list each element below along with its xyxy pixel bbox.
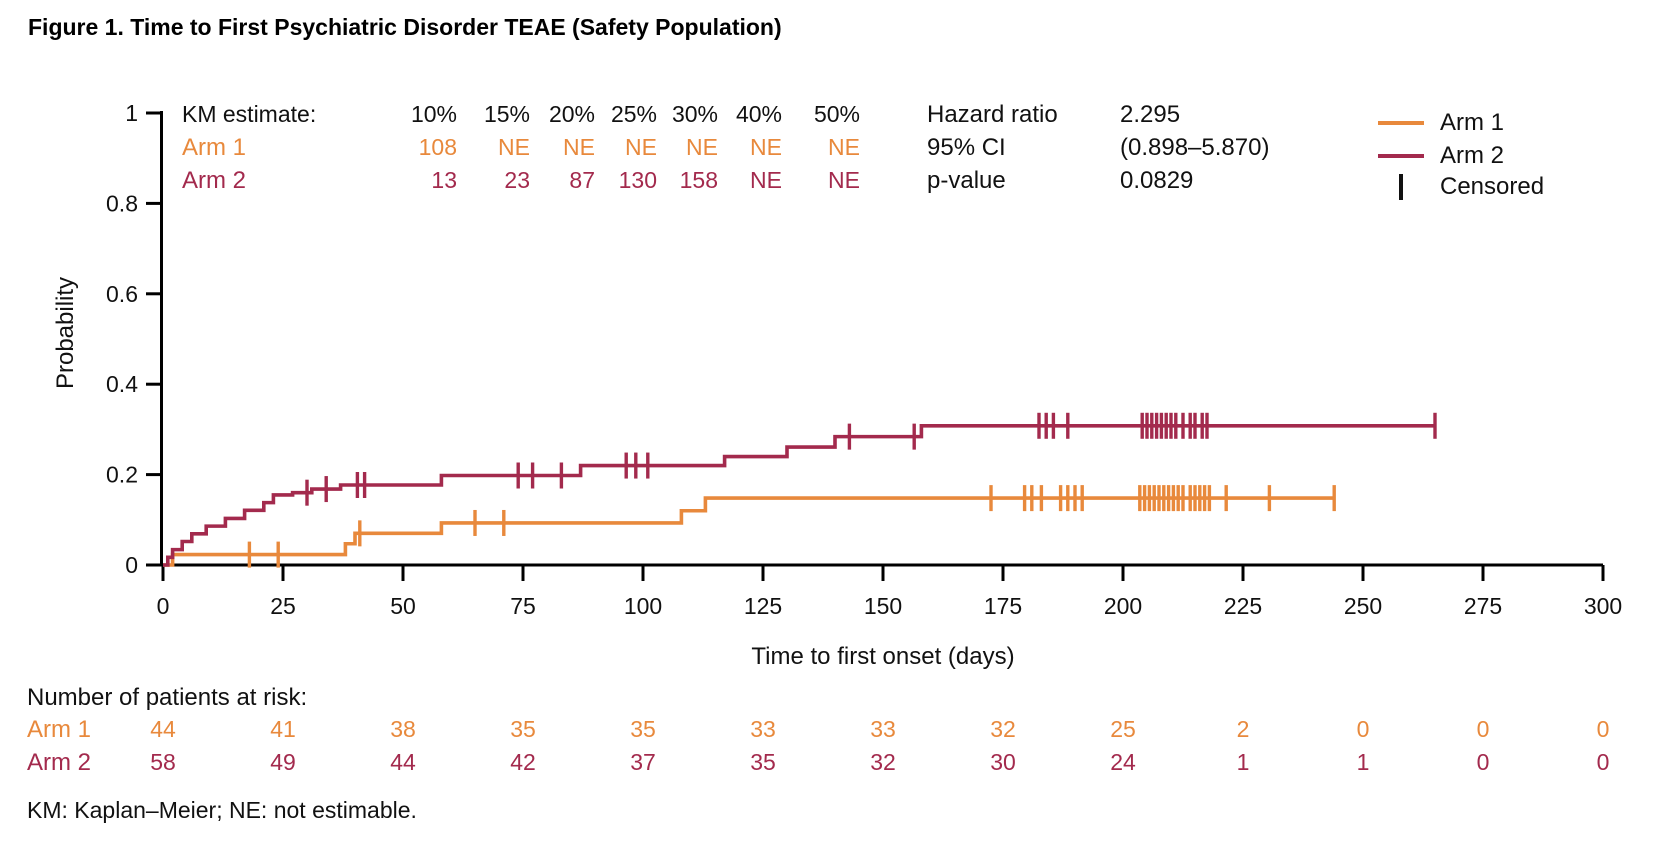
risk-count: 42 — [510, 749, 536, 775]
km-value: 87 — [569, 167, 595, 193]
km-column-header: 25% — [610, 101, 657, 127]
km-value: NE — [750, 134, 782, 160]
x-tick-label: 0 — [157, 593, 170, 619]
x-tick-label: 225 — [1224, 593, 1262, 619]
hazard-ratio-label: Hazard ratio — [927, 101, 1058, 128]
x-axis-title: Time to first onset (days) — [751, 643, 1015, 670]
risk-count: 0 — [1596, 749, 1610, 775]
km-value: 23 — [504, 167, 530, 193]
km-value: NE — [625, 134, 657, 160]
y-tick-label: 0.4 — [106, 371, 138, 397]
risk-count: 1 — [1356, 749, 1370, 775]
footnote: KM: Kaplan–Meier; NE: not estimable. — [27, 797, 417, 823]
legend-item-censored: Censored — [1372, 172, 1544, 202]
risk-count: 32 — [870, 749, 896, 775]
km-column-header: 10% — [410, 101, 457, 127]
risk-table-title: Number of patients at risk: — [27, 684, 308, 711]
km-curve-arm-1 — [163, 496, 1335, 567]
km-column-header: 30% — [671, 101, 718, 127]
ci-value: (0.898–5.870) — [1120, 134, 1270, 161]
km-column-header: 50% — [813, 101, 860, 127]
km-value: NE — [686, 134, 718, 160]
km-value: NE — [750, 167, 782, 193]
risk-count: 0 — [1476, 716, 1490, 742]
legend-label-censored: Censored — [1440, 173, 1545, 200]
risk-count: 1 — [1236, 749, 1250, 775]
risk-count: 44 — [150, 716, 176, 742]
hazard-ratio-value: 2.295 — [1120, 101, 1181, 128]
risk-count: 58 — [150, 749, 176, 775]
p-value-label: p-value — [927, 167, 1006, 194]
km-value: NE — [498, 134, 530, 160]
y-tick-label: 1 — [125, 100, 138, 126]
km-value: NE — [828, 134, 860, 160]
arm-2-line-swatch — [1378, 154, 1424, 158]
legend-item-arm-1: Arm 1 — [1372, 108, 1504, 138]
y-tick-label: 0.2 — [106, 462, 138, 488]
x-tick-label: 300 — [1584, 593, 1622, 619]
km-value: 130 — [618, 167, 657, 193]
risk-row-name-arm-1: Arm 1 — [27, 716, 92, 743]
risk-count: 0 — [1476, 749, 1490, 775]
legend-item-arm-2: Arm 2 — [1372, 141, 1504, 171]
x-tick-label: 125 — [744, 593, 782, 619]
risk-count: 49 — [270, 749, 296, 775]
x-tick-label: 250 — [1344, 593, 1382, 619]
figure-title: Figure 1. Time to First Psychiatric Diso… — [28, 14, 782, 40]
km-value: 13 — [431, 167, 457, 193]
x-tick-label: 150 — [864, 593, 902, 619]
risk-count: 38 — [390, 716, 416, 742]
x-tick-label: 200 — [1104, 593, 1142, 619]
km-value: 108 — [418, 134, 457, 160]
arm-1-line-swatch — [1378, 121, 1424, 125]
km-estimate-header: KM estimate: — [182, 101, 317, 127]
risk-count: 0 — [1596, 716, 1610, 742]
km-column-header: 20% — [548, 101, 595, 127]
risk-count: 37 — [630, 749, 656, 775]
x-tick-label: 175 — [984, 593, 1022, 619]
y-tick-label: 0 — [125, 552, 138, 578]
km-value: NE — [563, 134, 595, 160]
risk-count: 33 — [750, 716, 776, 742]
km-row-name-arm-1: Arm 1 — [182, 134, 247, 161]
km-value: 158 — [679, 167, 718, 193]
risk-count: 30 — [990, 749, 1016, 775]
risk-count: 35 — [630, 716, 656, 742]
risk-count: 44 — [390, 749, 416, 775]
risk-count: 33 — [870, 716, 896, 742]
y-tick-label: 0.8 — [106, 190, 138, 216]
km-value: NE — [828, 167, 860, 193]
risk-count: 25 — [1110, 716, 1136, 742]
risk-count: 35 — [510, 716, 536, 742]
censored-tick-swatch — [1399, 174, 1403, 200]
x-tick-label: 100 — [624, 593, 662, 619]
x-tick-label: 75 — [510, 593, 536, 619]
km-column-header: 40% — [735, 101, 782, 127]
risk-count: 0 — [1356, 716, 1370, 742]
p-value-value: 0.0829 — [1120, 167, 1194, 194]
km-column-header: 15% — [483, 101, 530, 127]
km-row-name-arm-2: Arm 2 — [182, 167, 247, 194]
risk-count: 41 — [270, 716, 296, 742]
x-tick-label: 275 — [1464, 593, 1502, 619]
risk-count: 2 — [1236, 716, 1250, 742]
ci-label: 95% CI — [927, 134, 1006, 161]
y-tick-label: 0.6 — [106, 281, 138, 307]
legend-label-arm-1: Arm 1 — [1440, 109, 1505, 136]
km-curve-arm-2 — [163, 423, 1435, 567]
x-tick-label: 25 — [270, 593, 296, 619]
x-tick-label: 50 — [390, 593, 416, 619]
risk-count: 35 — [750, 749, 776, 775]
risk-count: 32 — [990, 716, 1016, 742]
risk-row-name-arm-2: Arm 2 — [27, 749, 92, 776]
legend-label-arm-2: Arm 2 — [1440, 142, 1505, 169]
risk-count: 24 — [1110, 749, 1136, 775]
y-axis-title: Probability — [52, 276, 79, 390]
